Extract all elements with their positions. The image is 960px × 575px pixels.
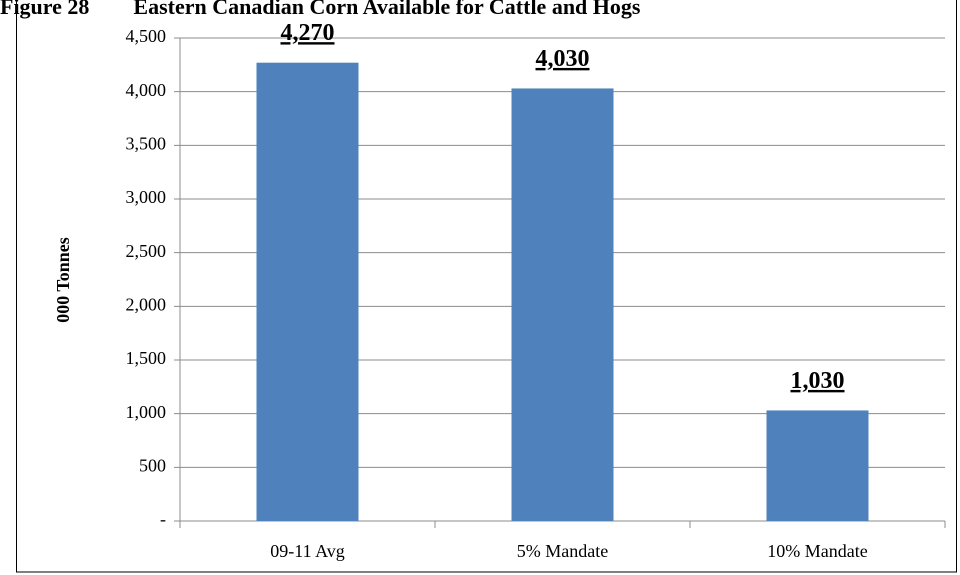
- data-label: 4,270: [281, 20, 335, 46]
- y-tick-label: 4,500: [126, 26, 167, 46]
- data-label: 1,030: [791, 368, 845, 394]
- y-tick-label: 2,000: [126, 294, 167, 314]
- chart-border: [16, 0, 957, 573]
- y-tick-label: 3,500: [126, 133, 167, 153]
- bar: [511, 88, 614, 522]
- x-tick-label: 10% Mandate: [767, 541, 867, 561]
- chart-title: Figure 28 Eastern Canadian Corn Availabl…: [0, 0, 641, 19]
- y-tick-label: 1,500: [126, 348, 167, 368]
- bar: [256, 62, 359, 521]
- y-tick-label: 4,000: [126, 80, 167, 100]
- x-tick-label: 5% Mandate: [517, 541, 608, 561]
- y-tick-label: 2,500: [126, 241, 167, 261]
- y-axis-label: 000 Tonnes: [53, 237, 73, 323]
- y-tick-label: -: [160, 509, 166, 529]
- bar: [766, 410, 869, 521]
- x-tick-label: 09-11 Avg: [270, 541, 345, 561]
- y-tick-label: 1,000: [126, 402, 167, 422]
- y-tick-label: 3,000: [126, 187, 167, 207]
- y-tick-label: 500: [139, 455, 166, 475]
- data-label: 4,030: [536, 46, 590, 72]
